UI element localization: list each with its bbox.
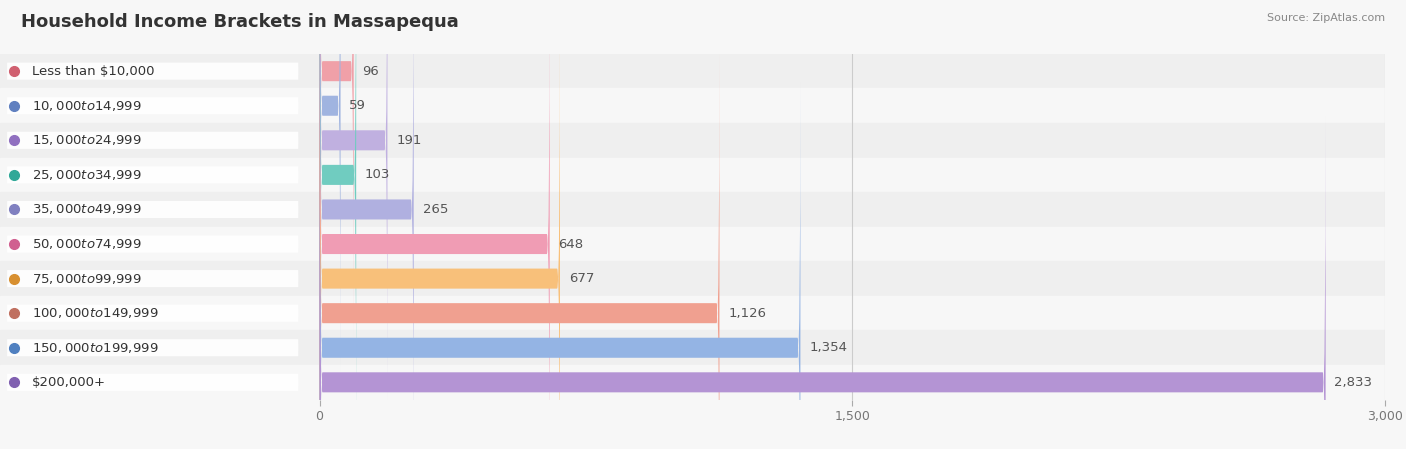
Text: $15,000 to $24,999: $15,000 to $24,999: [32, 133, 142, 147]
Text: Less than $10,000: Less than $10,000: [32, 65, 155, 78]
Text: $150,000 to $199,999: $150,000 to $199,999: [32, 341, 159, 355]
Text: $35,000 to $49,999: $35,000 to $49,999: [32, 202, 142, 216]
Text: 96: 96: [363, 65, 380, 78]
FancyBboxPatch shape: [319, 0, 356, 441]
Text: 648: 648: [558, 238, 583, 251]
FancyBboxPatch shape: [319, 0, 340, 372]
Text: Source: ZipAtlas.com: Source: ZipAtlas.com: [1267, 13, 1385, 23]
Bar: [0, 261, 1385, 296]
Bar: [0, 192, 1385, 227]
Text: 265: 265: [423, 203, 449, 216]
Bar: [0, 296, 1385, 330]
Bar: [0, 123, 1385, 158]
FancyBboxPatch shape: [7, 167, 298, 183]
Text: 677: 677: [569, 272, 595, 285]
Bar: [0, 54, 1385, 88]
Text: 191: 191: [396, 134, 422, 147]
FancyBboxPatch shape: [319, 81, 800, 449]
Bar: [0, 365, 1385, 400]
Bar: [0, 227, 1385, 261]
FancyBboxPatch shape: [7, 63, 298, 79]
Text: 1,126: 1,126: [728, 307, 766, 320]
FancyBboxPatch shape: [7, 339, 298, 356]
Bar: [0, 158, 1385, 192]
FancyBboxPatch shape: [319, 116, 1326, 449]
Text: 103: 103: [366, 168, 391, 181]
Text: $10,000 to $14,999: $10,000 to $14,999: [32, 99, 142, 113]
FancyBboxPatch shape: [7, 201, 298, 218]
FancyBboxPatch shape: [7, 305, 298, 321]
Text: $75,000 to $99,999: $75,000 to $99,999: [32, 272, 142, 286]
FancyBboxPatch shape: [319, 47, 720, 449]
Bar: [0, 88, 1385, 123]
Text: $25,000 to $34,999: $25,000 to $34,999: [32, 168, 142, 182]
Text: 1,354: 1,354: [810, 341, 848, 354]
Text: 2,833: 2,833: [1334, 376, 1372, 389]
Text: Household Income Brackets in Massapequa: Household Income Brackets in Massapequa: [21, 13, 458, 31]
FancyBboxPatch shape: [7, 132, 298, 149]
Text: $100,000 to $149,999: $100,000 to $149,999: [32, 306, 159, 320]
FancyBboxPatch shape: [7, 97, 298, 114]
FancyBboxPatch shape: [319, 0, 413, 449]
FancyBboxPatch shape: [7, 374, 298, 391]
Text: $200,000+: $200,000+: [32, 376, 105, 389]
FancyBboxPatch shape: [7, 270, 298, 287]
Text: $50,000 to $74,999: $50,000 to $74,999: [32, 237, 142, 251]
FancyBboxPatch shape: [319, 0, 354, 338]
FancyBboxPatch shape: [319, 12, 560, 449]
Bar: [0, 330, 1385, 365]
FancyBboxPatch shape: [7, 236, 298, 252]
Text: 59: 59: [350, 99, 367, 112]
FancyBboxPatch shape: [319, 0, 388, 407]
FancyBboxPatch shape: [319, 0, 550, 449]
